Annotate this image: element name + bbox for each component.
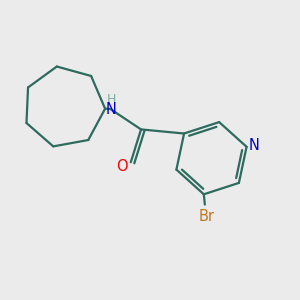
Text: O: O — [116, 159, 127, 174]
Text: Br: Br — [199, 209, 215, 224]
Text: H: H — [106, 93, 116, 106]
Text: N: N — [248, 138, 259, 153]
Text: N: N — [106, 102, 117, 117]
